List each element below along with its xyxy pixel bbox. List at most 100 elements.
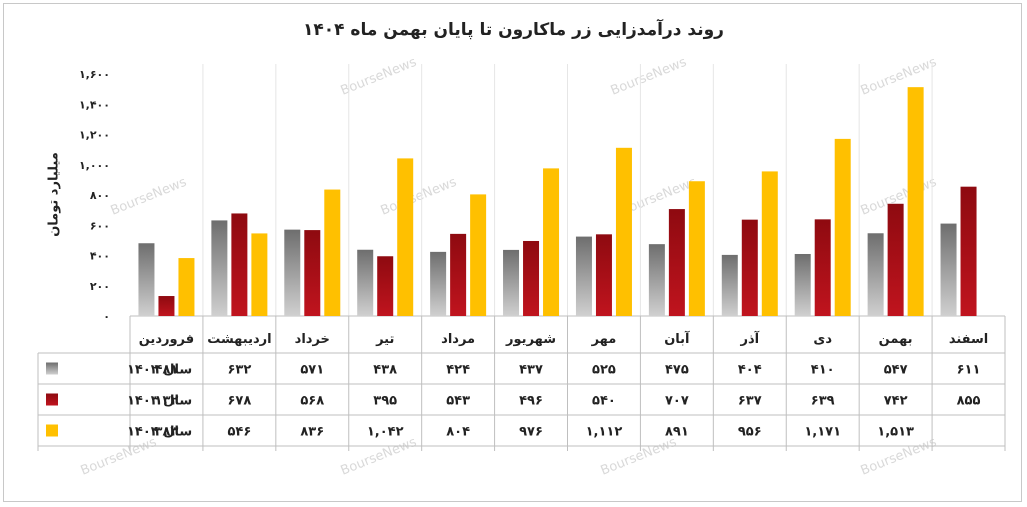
legend-label: سال ۱۴۰۲ <box>127 363 192 378</box>
data-label: ۱,۱۱۲ <box>586 425 623 440</box>
data-label: ۷۴۲ <box>884 394 908 409</box>
y-tick-label: ۱,۲۰۰ <box>79 129 110 142</box>
y-tick-label: ۸۰۰ <box>90 189 110 202</box>
bar <box>231 213 248 316</box>
x-tick-label: اسفند <box>949 332 988 347</box>
watermark-text: BourseNews <box>339 435 419 479</box>
bar <box>668 209 685 316</box>
data-label: ۵۲۵ <box>592 363 616 378</box>
legend-label: سال ۱۴۰۳ <box>127 394 192 409</box>
data-label: ۴۲۴ <box>446 363 470 378</box>
data-label: ۸۹۱ <box>665 425 689 440</box>
data-label: ۸۰۴ <box>446 425 470 440</box>
x-tick-label: آبان <box>664 330 690 347</box>
data-label: ۴۳۸ <box>373 363 397 378</box>
bar <box>794 253 811 316</box>
bar <box>814 219 831 316</box>
bar <box>324 189 341 316</box>
data-label: ۳۸۳ <box>155 425 179 440</box>
bar <box>940 223 957 316</box>
bar <box>503 249 520 316</box>
data-label: ۱,۱۷۱ <box>804 425 841 440</box>
x-tick-label: شهریور <box>505 332 556 347</box>
data-label: ۱,۰۴۲ <box>367 425 404 440</box>
x-tick-label: فروردین <box>139 332 194 347</box>
y-tick-label: ۰ <box>103 310 110 323</box>
y-tick-label: ۴۰۰ <box>90 250 110 263</box>
watermark-text: BourseNews <box>599 435 679 479</box>
x-tick-label: تیر <box>375 332 394 347</box>
x-tick-label: آذر <box>739 330 759 347</box>
data-label: ۳۹۵ <box>373 394 397 409</box>
data-label: ۵۴۶ <box>227 425 251 440</box>
watermark-text: BourseNews <box>109 175 189 219</box>
data-label: ۶۷۸ <box>227 394 251 409</box>
data-table: فروردین اردیبهشت خرداد تیر مرداد شهریور مهر آبا… <box>37 316 1006 451</box>
data-label: ۶۳۹ <box>811 394 835 409</box>
bar <box>304 230 321 316</box>
y-tick-label: ۱,۶۰۰ <box>79 68 110 81</box>
bar <box>721 254 738 316</box>
legend-label: سال ۱۴۰۴ <box>127 425 192 440</box>
data-label: ۴۰۴ <box>738 363 762 378</box>
bar <box>867 233 884 316</box>
data-label: ۶۱۱ <box>957 363 981 378</box>
data-label: ۸۵۵ <box>957 394 981 409</box>
bar <box>523 240 540 316</box>
bar <box>615 147 632 316</box>
chart-title: روند درآمدزایی زر ماکارون تا پایان بهمن … <box>303 20 724 40</box>
bar <box>158 296 175 316</box>
bar <box>377 256 394 316</box>
bar <box>741 219 758 316</box>
chart-frame <box>3 3 1022 502</box>
bar <box>907 87 924 316</box>
x-tick-label: مهر <box>591 332 617 347</box>
bar <box>834 138 851 316</box>
bar <box>397 158 414 316</box>
bars <box>130 64 1005 317</box>
bar <box>887 203 904 316</box>
y-tick-label: ۱,۴۰۰ <box>79 98 110 111</box>
bar <box>761 171 778 316</box>
x-tick-label: اردیبهشت <box>207 332 271 347</box>
bar <box>543 168 560 316</box>
data-label: ۱۳۲ <box>155 394 179 409</box>
data-label: ۸۳۶ <box>300 425 324 440</box>
bar <box>688 181 705 316</box>
data-label: ۶۳۷ <box>738 394 762 409</box>
watermark-text: BourseNews <box>859 55 939 99</box>
bar <box>450 233 467 316</box>
y-tick-label: ۱,۰۰۰ <box>79 159 110 172</box>
data-label: ۴۱۰ <box>811 363 835 378</box>
x-tick-label: خرداد <box>295 332 330 347</box>
bar <box>251 233 268 316</box>
bar <box>211 220 228 316</box>
data-label: ۴۸۱ <box>155 363 179 378</box>
bar <box>470 194 487 316</box>
data-label: ۹۷۶ <box>519 425 543 440</box>
bar <box>648 244 665 316</box>
watermark-text: BourseNews <box>859 435 939 479</box>
data-label: ۷۰۷ <box>665 394 689 409</box>
x-tick-label: بهمن <box>879 332 913 347</box>
legend-swatch <box>46 393 58 406</box>
data-label: ۴۷۵ <box>665 363 689 378</box>
data-label: ۵۴۳ <box>446 394 470 409</box>
y-tick-label: ۶۰۰ <box>90 219 110 232</box>
y-axis: ۰ ۲۰۰ ۴۰۰ ۶۰۰ ۸۰۰ ۱,۰۰۰ ۱,۲۰۰ ۱,۴۰۰ ۱,۶۰۰ <box>79 68 110 323</box>
watermark-text: BourseNews <box>379 175 459 219</box>
data-label: ۶۳۲ <box>227 363 251 378</box>
data-label: ۱,۵۱۳ <box>877 425 914 440</box>
data-label: ۴۳۷ <box>519 363 543 378</box>
x-tick-label: دی <box>813 332 832 347</box>
data-label: ۵۴۰ <box>592 394 616 409</box>
x-tick-label: مرداد <box>441 332 475 347</box>
bar <box>138 243 155 316</box>
data-label: ۵۷۱ <box>300 363 324 378</box>
legend-swatch <box>46 362 58 375</box>
bar <box>178 258 195 316</box>
data-label: ۴۹۶ <box>519 394 543 409</box>
bar <box>595 234 612 316</box>
watermark-text: BourseNews <box>609 55 689 99</box>
data-label: ۵۶۸ <box>300 394 324 409</box>
